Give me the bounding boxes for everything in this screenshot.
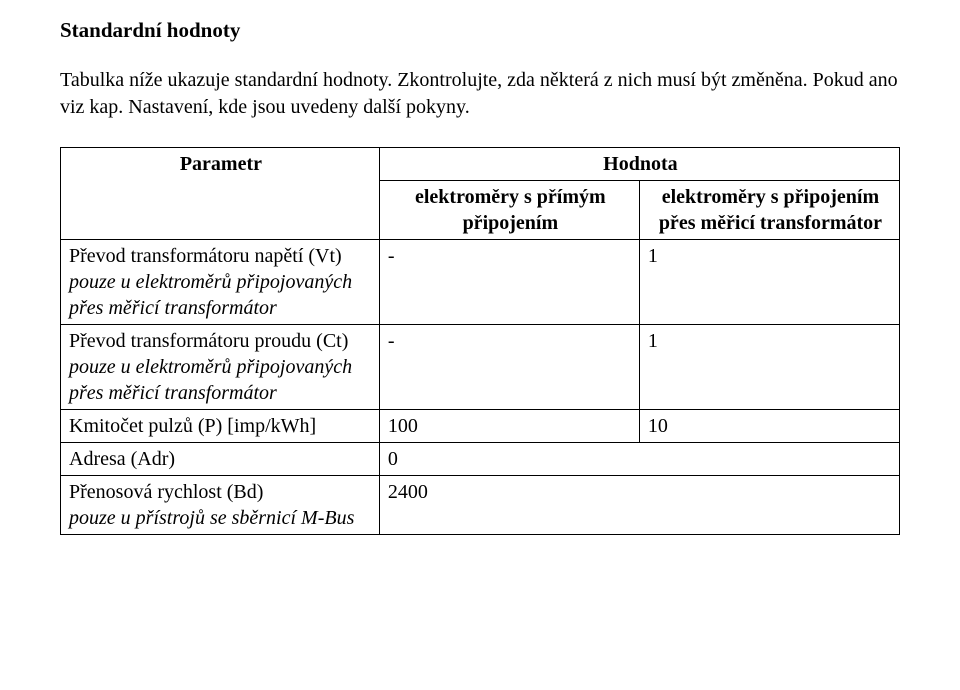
param-italic: pouze u elektroměrů připojovaných přes m…	[69, 356, 352, 404]
values-table: Parametr Hodnota elektroměry s přímým př…	[60, 147, 900, 535]
val-trans: 1	[639, 240, 899, 325]
table-row: Kmitočet pulzů (P) [imp/kWh] 100 10	[61, 410, 900, 443]
val-direct: 100	[379, 410, 639, 443]
val-trans: 10	[639, 410, 899, 443]
page-heading: Standardní hodnoty	[60, 18, 900, 43]
table-row: Přenosová rychlost (Bd) pouze u přístroj…	[61, 476, 900, 535]
param-main: Převod transformátoru proudu (Ct)	[69, 330, 348, 352]
param-cell: Převod transformátoru proudu (Ct) pouze …	[61, 325, 380, 410]
header-hodnota: Hodnota	[379, 148, 899, 181]
param-italic: pouze u elektroměrů připojovaných přes m…	[69, 271, 352, 319]
table-row: Převod transformátoru proudu (Ct) pouze …	[61, 325, 900, 410]
header-direct: elektroměry s přímým připojením	[379, 181, 639, 240]
header-trans: elektroměry s připojením přes měřicí tra…	[639, 181, 899, 240]
document-page: Standardní hodnoty Tabulka níže ukazuje …	[0, 0, 960, 555]
intro-paragraph: Tabulka níže ukazuje standardní hodnoty.…	[60, 67, 900, 121]
param-main: Kmitočet pulzů (P) [imp/kWh]	[69, 415, 316, 437]
val-direct: 2400	[379, 476, 899, 535]
param-cell: Přenosová rychlost (Bd) pouze u přístroj…	[61, 476, 380, 535]
param-cell: Převod transformátoru napětí (Vt) pouze …	[61, 240, 380, 325]
table-row: Adresa (Adr) 0	[61, 443, 900, 476]
param-italic: pouze u přístrojů se sběrnicí M-Bus	[69, 507, 354, 529]
val-direct: 0	[379, 443, 899, 476]
param-main: Převod transformátoru napětí (Vt)	[69, 245, 342, 267]
param-main: Přenosová rychlost (Bd)	[69, 481, 263, 503]
param-cell: Kmitočet pulzů (P) [imp/kWh]	[61, 410, 380, 443]
param-main: Adresa (Adr)	[69, 448, 175, 470]
param-cell: Adresa (Adr)	[61, 443, 380, 476]
val-direct: -	[379, 240, 639, 325]
val-trans: 1	[639, 325, 899, 410]
table-row: Převod transformátoru napětí (Vt) pouze …	[61, 240, 900, 325]
table-header-row-1: Parametr Hodnota	[61, 148, 900, 181]
val-direct: -	[379, 325, 639, 410]
header-parametr: Parametr	[61, 148, 380, 240]
